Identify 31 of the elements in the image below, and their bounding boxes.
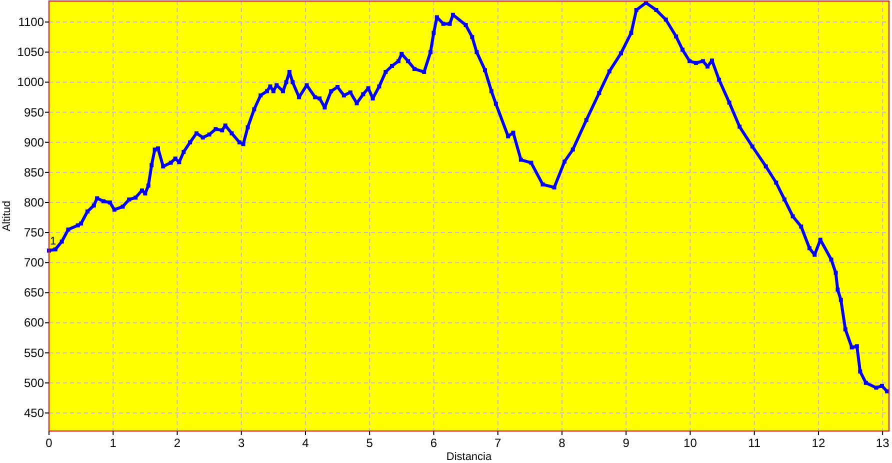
x-tick-label: 4 — [302, 436, 310, 450]
x-tick-label: 8 — [558, 436, 566, 450]
y-tick-label: 900 — [24, 135, 44, 150]
x-tick-label: 11 — [748, 436, 761, 450]
y-tick-label: 600 — [24, 316, 44, 330]
x-tick-label: 9 — [622, 436, 630, 450]
x-tick-label: 5 — [366, 436, 374, 450]
x-tick-label: 12 — [812, 436, 826, 450]
y-tick-label: 650 — [24, 286, 44, 300]
x-tick-label: 3 — [238, 436, 246, 450]
y-tick-label: 550 — [24, 346, 44, 360]
y-tick-label: 750 — [24, 226, 44, 240]
x-tick-label: 1 — [110, 436, 117, 450]
y-tick-label: 450 — [24, 406, 44, 420]
x-tick-label: 13 — [876, 436, 890, 450]
y-tick-label: 950 — [24, 105, 44, 120]
x-tick-label: 10 — [684, 436, 698, 450]
y-tick-label: 500 — [24, 376, 44, 390]
y-axis-title: Altitud — [1, 200, 13, 232]
x-tick-label: 6 — [430, 436, 438, 450]
y-tick-label: 1050 — [17, 45, 44, 60]
y-tick-label: 700 — [24, 256, 44, 270]
annotation: 1 — [50, 236, 56, 248]
y-tick-label: 850 — [24, 165, 44, 180]
x-tick-label: 2 — [174, 436, 181, 450]
x-tick-label: 0 — [46, 436, 53, 450]
y-tick-label: 1100 — [18, 15, 44, 30]
x-tick-label: 7 — [494, 436, 502, 450]
y-tick-label: 800 — [24, 195, 44, 210]
x-axis-title: Distancia — [446, 451, 492, 463]
y-tick-label: 1000 — [17, 75, 44, 90]
